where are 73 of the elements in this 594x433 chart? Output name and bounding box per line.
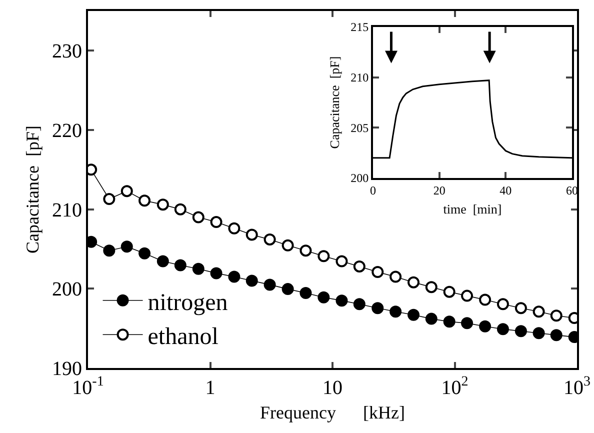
x-tick-label: 10 [322, 377, 342, 399]
x-tick-label: 40 [500, 183, 512, 198]
legend-label: ethanol [148, 324, 219, 350]
point [390, 306, 402, 318]
point [192, 211, 204, 224]
y-tick-label: 200 [52, 278, 82, 301]
point [246, 228, 258, 241]
point [174, 203, 186, 216]
x-tick-label: 10$^{3}$ [564, 374, 590, 399]
point [156, 198, 169, 211]
point [336, 255, 348, 268]
point [282, 283, 294, 296]
x-axis-title: Frequency [kHz] [260, 402, 405, 423]
point [264, 233, 276, 246]
y-tick-label: 215 [350, 20, 369, 34]
point [550, 310, 562, 322]
point [372, 302, 384, 314]
point [532, 327, 545, 340]
point [156, 255, 169, 268]
point [514, 302, 527, 314]
point [496, 323, 509, 336]
point [103, 244, 116, 257]
point [353, 260, 366, 272]
point [479, 294, 492, 306]
point [390, 270, 402, 283]
point [550, 329, 562, 342]
point [246, 274, 258, 287]
point [514, 325, 527, 338]
y-axis-title: Capacitance [pF] [22, 126, 43, 254]
point [138, 194, 151, 207]
point [300, 244, 312, 257]
y-tick-label: 200 [350, 171, 369, 186]
point [282, 239, 294, 252]
point [264, 278, 276, 291]
point [479, 320, 492, 332]
x-axis-title: time [min] [443, 202, 502, 216]
x-tick-label: 10$^{2}$ [441, 374, 468, 399]
point [300, 287, 312, 300]
point [496, 298, 509, 310]
point [532, 306, 545, 318]
x-tick-label: 0 [370, 183, 376, 198]
point [443, 316, 456, 328]
x-tick-label: 20 [433, 183, 446, 198]
point [318, 291, 330, 304]
point [408, 308, 420, 321]
y-axis-title: Capacitance [pF] [327, 56, 342, 149]
point [336, 294, 348, 307]
point [318, 250, 330, 262]
point [353, 298, 366, 310]
point [174, 259, 186, 272]
y-tick-label: 205 [350, 120, 369, 135]
point [228, 222, 240, 234]
point [425, 281, 438, 294]
point [425, 312, 438, 325]
point [138, 247, 151, 260]
y-tick-label: 210 [350, 70, 369, 85]
point [192, 262, 204, 275]
y-tick-label: 230 [52, 40, 82, 63]
point [210, 216, 222, 228]
point [408, 276, 420, 288]
point [210, 267, 222, 280]
point [120, 185, 133, 198]
y-tick-label: 210 [52, 199, 82, 222]
point [443, 286, 456, 298]
point [120, 240, 133, 253]
x-tick-label: 1 [205, 377, 216, 399]
legend-label: nitrogen [148, 290, 228, 316]
point [372, 266, 384, 278]
point [228, 270, 240, 283]
point [461, 290, 474, 302]
point [103, 193, 116, 206]
y-tick-label: 220 [52, 120, 82, 142]
point [461, 317, 474, 330]
